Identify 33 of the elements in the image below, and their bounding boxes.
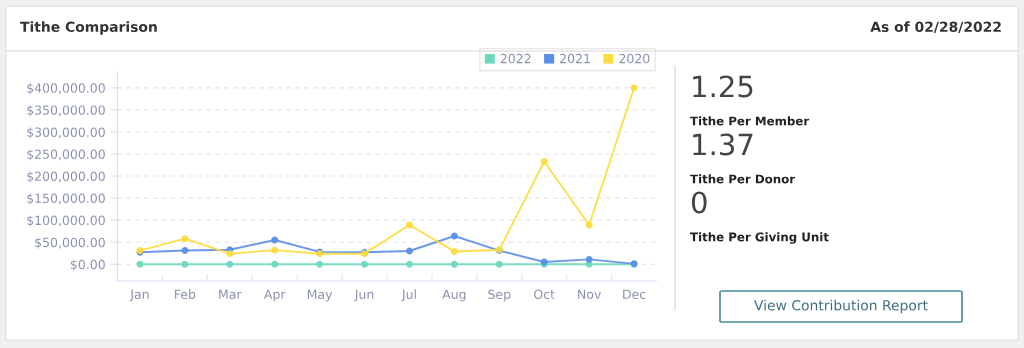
x-tick-label: Jan [129,289,149,302]
text: As of 02/28/2022 [870,21,1001,34]
chart-title: Tithe Comparison [20,21,157,35]
x-tick-label: Jul [401,289,416,302]
x-tick-label: Jun [354,289,374,302]
y-tick-label: $150,000.00 [27,193,105,205]
x-tick-label: Aug [442,289,466,302]
y-tick-label: $50,000.00 [35,237,105,249]
text: Tithe Per Giving Unit [690,232,829,244]
text: 1.25 [693,75,753,98]
x-tick-label: Dec [623,289,646,300]
text: Tithe Per Donor [690,174,796,184]
legend-label: 2020 [619,53,650,64]
y-tick-label: $100,000.00 [27,215,105,227]
legend-label: 2022 [500,53,531,64]
text: Tithe Per Member [690,116,810,126]
y-tick-label: $250,000.00 [27,149,105,161]
y-tick-label: $0.00 [70,259,105,271]
legend-label: 2021 [560,53,590,64]
x-tick-label: Mar [219,289,242,300]
x-tick-label: Feb [175,289,196,300]
x-tick-label: Sep [488,289,511,302]
text: 1.37 [693,133,753,156]
y-tick-label: $350,000.00 [27,105,105,117]
text: 0 [691,191,707,214]
x-tick-label: Nov [578,289,601,300]
text: View Contribution Report [754,299,928,314]
x-tick-label: May [307,289,333,302]
y-tick-label: $300,000.00 [27,127,105,139]
x-tick-label: Apr [263,289,286,302]
x-tick-label: Oct [534,289,555,300]
y-tick-label: $400,000.00 [27,83,105,95]
y-tick-label: $200,000.00 [27,171,105,183]
